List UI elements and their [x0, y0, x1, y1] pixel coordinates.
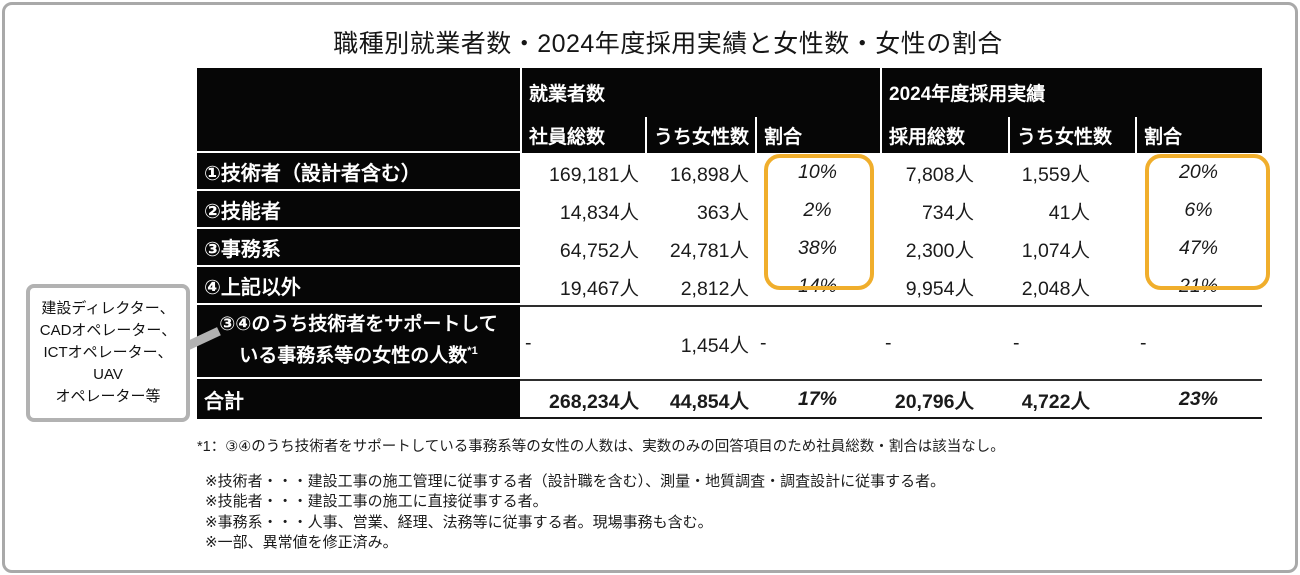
- employment-stats-table: 就業者数 2024年度採用実績 社員総数 うち女性数 割合 採用総数 うち女性数…: [197, 68, 1262, 419]
- value-cell: 24,781人: [669, 239, 749, 262]
- value-cell: -: [755, 305, 880, 379]
- value-cell: 268,234人: [520, 379, 645, 419]
- value-cell: 44,854人: [645, 379, 755, 419]
- value-cell: 9,954人: [905, 277, 974, 300]
- value-cell: 734人: [921, 201, 974, 224]
- footnote-marker: *1: [467, 345, 478, 358]
- value-cell: -: [1008, 305, 1135, 379]
- footnotes: *1：③④のうち技術者をサポートしている事務系等の女性の人数は、実数のみの回答項…: [197, 437, 1005, 554]
- value-cell: 169,181人: [549, 163, 639, 186]
- callout-line: オペレーター等: [55, 388, 161, 405]
- value-cell: 1,454人: [645, 305, 755, 379]
- col-header-women-hires: うち女性数: [1008, 117, 1135, 153]
- callout-line: CADオペレーター、: [39, 322, 177, 339]
- value-cell: 17%: [755, 379, 880, 419]
- footnote-asterisk-1: *1：③④のうち技術者をサポートしている事務系等の女性の人数は、実数のみの回答項…: [197, 439, 1005, 455]
- value-cell: 23%: [1135, 379, 1262, 419]
- row-label-other: ④上記以外: [197, 267, 520, 303]
- row-label-line2: いる事務系等の女性の人数*1: [239, 345, 478, 367]
- value-cell: 2%: [803, 198, 832, 221]
- value-cell: 14,834人: [559, 201, 639, 224]
- value-cell: 14%: [797, 274, 838, 297]
- col-header-ratio-hires: 割合: [1135, 117, 1262, 153]
- value-cell: -: [880, 305, 1008, 379]
- row-label-line1: ③④のうち技術者をサポートして: [219, 314, 498, 336]
- footnote-corrections: ※一部、異常値を修正済み。: [205, 534, 398, 551]
- callout-line: ICTオペレーター、UAV: [43, 344, 173, 383]
- value-cell: 4,722人: [1008, 379, 1135, 419]
- value-cell: 64,752人: [559, 239, 639, 262]
- value-cell: 20,796人: [880, 379, 1008, 419]
- col-header-total-employees: 社員総数: [520, 117, 645, 153]
- value-cell: 2,300人: [905, 239, 974, 262]
- row-label-engineers: ①技術者（設計者含む）: [197, 153, 520, 189]
- footnote-engineers: ※技術者・・・建設工事の施工管理に従事する者（設計職を含む）、測量・地質調査・調…: [205, 472, 946, 490]
- footnote-definitions: ※技術者・・・建設工事の施工管理に従事する者（設計職を含む）、測量・地質調査・調…: [205, 472, 1005, 554]
- corner-cell: [197, 68, 520, 151]
- value-cell: 2,812人: [680, 277, 749, 300]
- col-header-women-employees: うち女性数: [645, 117, 755, 153]
- page-title: 職種別就業者数・2024年度採用実績と女性数・女性の割合: [333, 30, 1003, 58]
- callout-line: 建設ディレクター、: [41, 300, 175, 317]
- value-cell: -: [520, 305, 645, 379]
- value-cell: 20%: [1178, 160, 1219, 183]
- value-cell: 47%: [1178, 236, 1219, 259]
- value-cell: 16,898人: [669, 163, 749, 186]
- value-cell: 2,048人: [1021, 277, 1090, 300]
- row-label-skilled-workers: ②技能者: [197, 191, 520, 227]
- value-cell: 363人: [696, 201, 749, 224]
- value-cell: 19,467人: [559, 277, 639, 300]
- value-cell: 41人: [1048, 201, 1090, 224]
- col-header-total-hires: 採用総数: [880, 117, 1008, 153]
- value-cell: 1,074人: [1021, 239, 1090, 262]
- value-cell: 21%: [1178, 274, 1219, 297]
- value-cell: 1,559人: [1021, 163, 1090, 186]
- group-header-workers: 就業者数: [520, 68, 880, 117]
- row-label-clerical: ③事務系: [197, 229, 520, 265]
- footnote-skilled: ※技能者・・・建設工事の施工に直接従事する者。: [205, 493, 548, 510]
- group-header-hires-2024: 2024年度採用実績: [880, 68, 1262, 117]
- value-cell: 7,808人: [905, 163, 974, 186]
- value-cell: 38%: [797, 236, 838, 259]
- value-cell: 10%: [797, 160, 838, 183]
- footnote-clerical: ※事務系・・・人事、営業、経理、法務等に従事する者。現場事務も含む。: [205, 513, 713, 531]
- row-label-total: 合計: [197, 379, 520, 419]
- col-header-ratio-employees: 割合: [755, 117, 880, 153]
- row-label-support-women: ③④のうち技術者をサポートして いる事務系等の女性の人数*1: [197, 305, 520, 377]
- callout-box: 建設ディレクター、 CADオペレーター、 ICTオペレーター、UAV オペレータ…: [26, 284, 190, 422]
- value-cell: -: [1135, 305, 1262, 379]
- value-cell: 6%: [1184, 198, 1213, 221]
